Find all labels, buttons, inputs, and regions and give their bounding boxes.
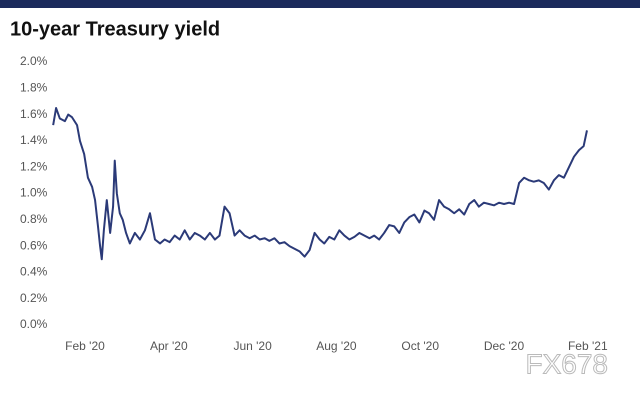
y-tick-label: 1.8% [20, 80, 48, 94]
y-tick-label: 0.2% [20, 291, 48, 305]
y-tick-label: 1.6% [20, 107, 48, 121]
line [52, 107, 588, 261]
y-tick-label: 1.0% [20, 186, 48, 200]
x-tick-label: Aug '20 [316, 339, 357, 353]
y-tick-label: 0.8% [20, 212, 48, 226]
x-tick-label: Dec '20 [484, 339, 525, 353]
x-tick-label: Jun '20 [233, 339, 272, 353]
x-tick-label: Feb '21 [568, 339, 608, 353]
y-tick-label: 2.0% [20, 54, 48, 68]
y-tick-label: 0.4% [20, 265, 48, 279]
y-tick-label: 1.2% [20, 159, 48, 173]
chart-title: 10-year Treasury yield [10, 18, 220, 40]
x-tick-label: Oct '20 [401, 339, 439, 353]
y-tick-label: 0.0% [20, 317, 48, 331]
x-tick-label: Feb '20 [65, 339, 105, 353]
y-tick-label: 1.4% [20, 133, 48, 147]
watermark: FX678 [526, 348, 609, 379]
top-bar [0, 0, 640, 8]
y-tick-label: 0.6% [20, 238, 48, 252]
x-tick-label: Apr '20 [150, 339, 188, 353]
